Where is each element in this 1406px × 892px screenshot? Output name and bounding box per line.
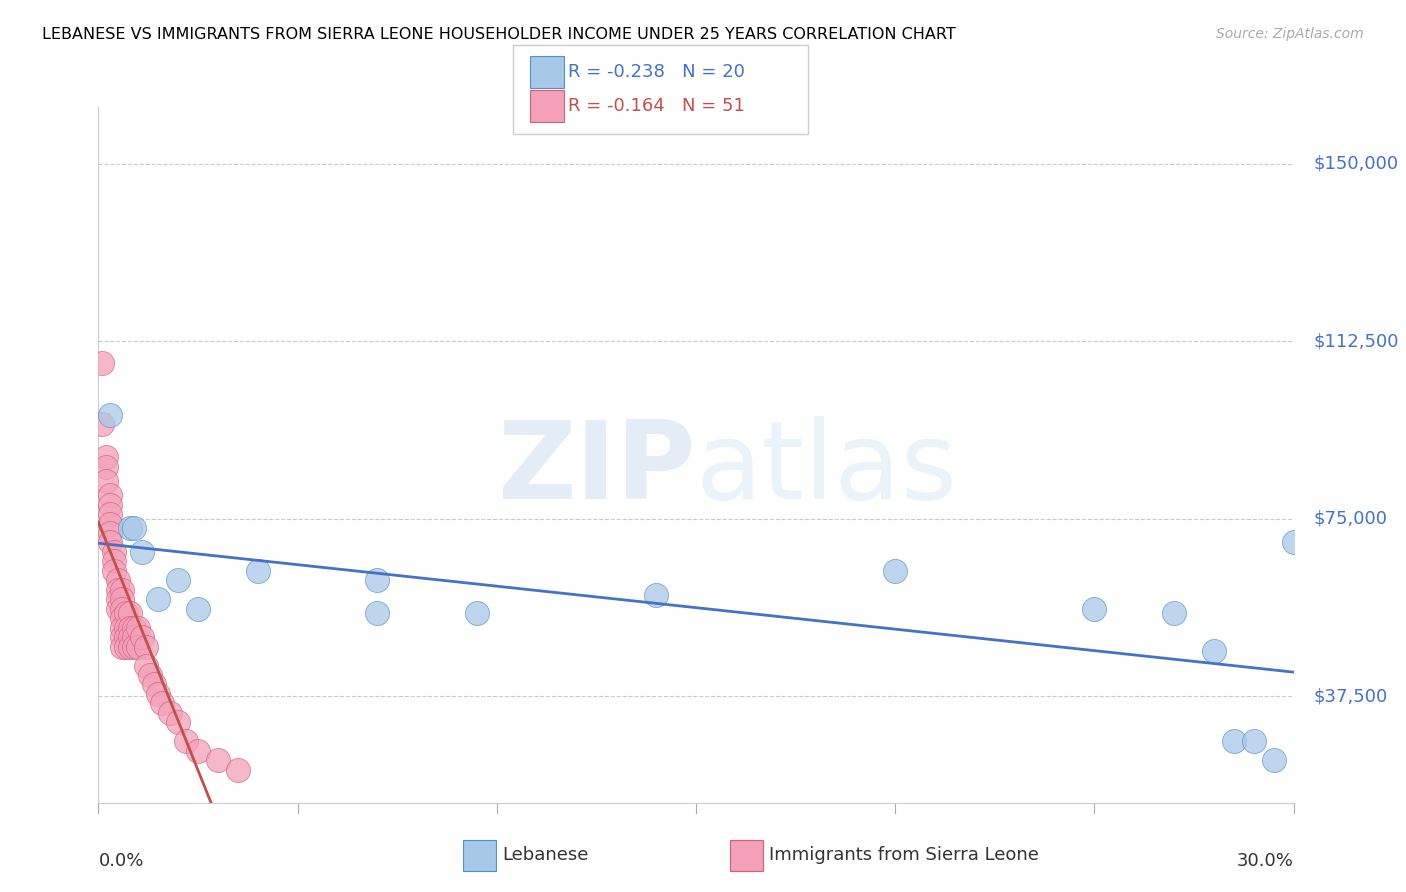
Point — [1163, 607, 1185, 621]
Text: $75,000: $75,000 — [1313, 510, 1388, 528]
Point — [111, 582, 134, 597]
Point — [107, 601, 129, 615]
Point — [103, 554, 125, 568]
Point — [366, 574, 388, 588]
Text: $37,500: $37,500 — [1313, 688, 1388, 706]
Point — [120, 621, 142, 635]
Point — [135, 640, 157, 654]
Point — [124, 640, 146, 654]
Point — [131, 630, 153, 644]
Point — [135, 658, 157, 673]
Point — [107, 582, 129, 597]
Point — [187, 601, 209, 615]
Point — [111, 621, 134, 635]
Point — [115, 607, 138, 621]
Text: atlas: atlas — [696, 416, 957, 522]
Point — [115, 621, 138, 635]
Point — [120, 630, 142, 644]
Point — [98, 408, 122, 422]
Point — [115, 640, 138, 654]
Point — [1243, 734, 1265, 748]
Point — [124, 630, 146, 644]
Point — [98, 535, 122, 549]
Point — [103, 545, 125, 559]
Point — [107, 574, 129, 588]
Text: R = -0.164   N = 51: R = -0.164 N = 51 — [568, 97, 745, 115]
Point — [884, 564, 907, 578]
Text: $112,500: $112,500 — [1313, 333, 1399, 351]
Point — [127, 640, 149, 654]
Point — [143, 677, 166, 691]
Point — [115, 630, 138, 644]
Point — [98, 516, 122, 531]
Point — [1222, 734, 1246, 748]
Point — [111, 640, 134, 654]
Point — [1282, 535, 1305, 549]
Text: Immigrants from Sierra Leone: Immigrants from Sierra Leone — [769, 847, 1039, 864]
Point — [246, 564, 269, 578]
Point — [96, 450, 118, 465]
Text: $150,000: $150,000 — [1313, 155, 1399, 173]
Point — [98, 526, 122, 541]
Point — [1263, 753, 1285, 767]
Point — [148, 592, 170, 607]
Point — [98, 507, 122, 521]
Point — [98, 498, 122, 512]
Point — [111, 592, 134, 607]
Point — [120, 640, 142, 654]
Point — [124, 621, 146, 635]
Point — [645, 588, 668, 602]
Point — [167, 715, 190, 730]
Point — [124, 521, 146, 535]
Text: 30.0%: 30.0% — [1237, 852, 1294, 870]
Point — [226, 763, 249, 777]
Point — [91, 356, 114, 370]
Point — [111, 611, 134, 625]
Text: Source: ZipAtlas.com: Source: ZipAtlas.com — [1216, 27, 1364, 41]
Point — [103, 564, 125, 578]
Point — [187, 744, 209, 758]
Text: ZIP: ZIP — [498, 416, 696, 522]
Point — [167, 574, 190, 588]
Point — [139, 668, 162, 682]
Text: 0.0%: 0.0% — [98, 852, 143, 870]
Point — [96, 459, 118, 474]
Text: Lebanese: Lebanese — [502, 847, 588, 864]
Point — [111, 601, 134, 615]
Point — [465, 607, 488, 621]
Point — [148, 687, 170, 701]
Text: LEBANESE VS IMMIGRANTS FROM SIERRA LEONE HOUSEHOLDER INCOME UNDER 25 YEARS CORRE: LEBANESE VS IMMIGRANTS FROM SIERRA LEONE… — [42, 27, 956, 42]
Point — [107, 592, 129, 607]
Point — [150, 697, 173, 711]
Point — [366, 607, 388, 621]
Text: R = -0.238   N = 20: R = -0.238 N = 20 — [568, 63, 745, 81]
Point — [127, 621, 149, 635]
Point — [207, 753, 229, 767]
Point — [120, 607, 142, 621]
Point — [131, 545, 153, 559]
Point — [120, 521, 142, 535]
Point — [98, 488, 122, 502]
Point — [174, 734, 197, 748]
Point — [111, 630, 134, 644]
Point — [96, 474, 118, 488]
Point — [1202, 644, 1225, 658]
Point — [159, 706, 181, 720]
Point — [1083, 601, 1105, 615]
Point — [91, 417, 114, 432]
